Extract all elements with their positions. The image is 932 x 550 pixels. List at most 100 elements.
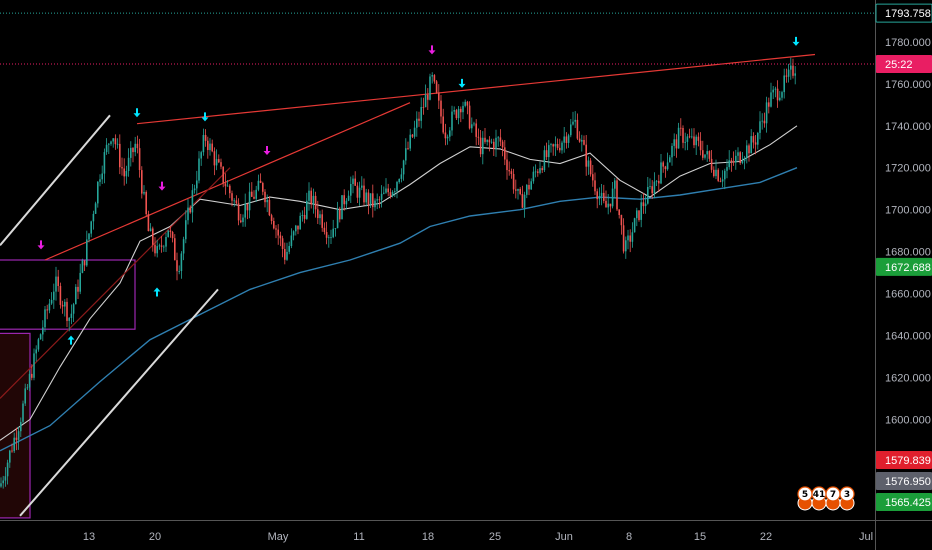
candle-body xyxy=(530,181,532,190)
candle-body xyxy=(567,135,570,143)
event-badge-count: 41 xyxy=(813,490,826,500)
candle-body xyxy=(367,192,370,205)
candle-body xyxy=(781,92,783,98)
arrow-down-icon xyxy=(158,181,166,191)
candle-body xyxy=(266,200,268,203)
candle-body xyxy=(724,170,726,180)
candle-body xyxy=(297,225,299,230)
candle-body xyxy=(235,200,238,204)
candle-body xyxy=(70,313,73,318)
candle-body xyxy=(37,339,40,350)
candle-body xyxy=(653,181,656,194)
channel-trend-line[interactable] xyxy=(19,288,219,517)
candle-body xyxy=(281,238,284,249)
candle-body xyxy=(72,304,75,314)
candle-body xyxy=(616,180,618,210)
candle-body xyxy=(114,138,117,145)
candle-body xyxy=(497,137,499,139)
candle-body xyxy=(365,192,367,203)
candle-body xyxy=(270,215,273,221)
candle-body xyxy=(554,144,557,147)
candle-body xyxy=(583,140,585,145)
candle-body xyxy=(561,142,563,151)
candle-body xyxy=(50,299,53,304)
candle-body xyxy=(33,353,35,378)
moving-averages xyxy=(0,125,798,452)
time-axis[interactable]: 13 20 May 11 18 25 Jun 8 15 22 Jul xyxy=(83,531,873,543)
candle-body xyxy=(127,157,130,171)
candle-body xyxy=(640,202,642,220)
price-axis-label: 1640.000 xyxy=(885,331,931,343)
candle-body xyxy=(79,272,81,292)
event-badge[interactable] xyxy=(839,486,855,502)
candle-body xyxy=(662,162,664,167)
candle-body xyxy=(328,237,330,239)
price-marker-tags: 1793.758 25:22 1672.688 1579.839 1576.950 156… xyxy=(875,3,932,511)
candle-body xyxy=(671,145,673,158)
candle-body xyxy=(402,160,405,175)
candle-body xyxy=(746,145,748,158)
candle-body xyxy=(603,192,605,201)
candle-body xyxy=(688,136,691,138)
candle-body xyxy=(39,334,42,340)
candle-body xyxy=(541,168,543,171)
candle-body xyxy=(372,193,374,208)
candle-body xyxy=(376,199,378,201)
candle-body xyxy=(290,235,293,246)
candle-body xyxy=(97,181,99,204)
channel-trend-line[interactable] xyxy=(0,114,111,246)
candle-body xyxy=(273,221,275,229)
candle-body xyxy=(620,214,623,226)
highlight-boxes xyxy=(0,259,136,519)
resistance-trend-line[interactable] xyxy=(136,53,816,125)
candle-body xyxy=(768,102,770,107)
candle-body xyxy=(101,173,103,180)
candle-body xyxy=(295,225,297,232)
candle-body xyxy=(429,76,431,100)
time-axis-label: Jun xyxy=(555,531,573,543)
candle-body xyxy=(224,183,227,187)
candle-body xyxy=(416,118,418,128)
candle-body xyxy=(334,228,337,229)
candle-body xyxy=(600,192,603,196)
candle-body xyxy=(138,148,141,170)
candle-body xyxy=(666,162,669,170)
candle-body xyxy=(275,228,277,230)
arrow-down-icon xyxy=(37,240,45,250)
candle-body xyxy=(581,140,583,142)
candle-body xyxy=(677,127,680,149)
candle-body xyxy=(462,105,464,113)
candle-body xyxy=(105,144,108,153)
candle-body xyxy=(435,81,438,93)
candle-body xyxy=(790,65,792,70)
candle-body xyxy=(68,317,70,321)
candle-body xyxy=(627,235,629,241)
candle-body xyxy=(631,232,634,242)
candle-body xyxy=(123,168,125,177)
price-axis[interactable]: 1600.000 1620.000 1640.000 1660.000 1680.000… xyxy=(885,37,931,427)
event-badges[interactable]: 5 41 7 3 xyxy=(797,486,855,511)
candle-body xyxy=(684,141,686,143)
candle-body xyxy=(92,213,95,222)
candle-body xyxy=(380,193,383,200)
candle-body xyxy=(750,136,752,154)
candle-body xyxy=(726,167,728,171)
event-badge-count: 5 xyxy=(802,490,808,500)
candle-body xyxy=(682,128,684,143)
candle-body xyxy=(743,158,746,162)
candle-body xyxy=(675,139,678,149)
candle-body xyxy=(167,230,169,237)
candle-body xyxy=(647,187,649,204)
candle-body xyxy=(17,431,20,440)
candle-body xyxy=(427,94,429,100)
price-tag-background xyxy=(876,257,932,276)
candle-body xyxy=(59,286,62,305)
candle-body xyxy=(339,208,341,220)
time-axis-label: May xyxy=(268,531,289,543)
candle-body xyxy=(464,101,466,106)
price-tag: 1793.758 xyxy=(875,3,932,23)
candle-body xyxy=(317,209,319,219)
candle-body xyxy=(706,151,708,155)
candle-body xyxy=(418,118,420,121)
